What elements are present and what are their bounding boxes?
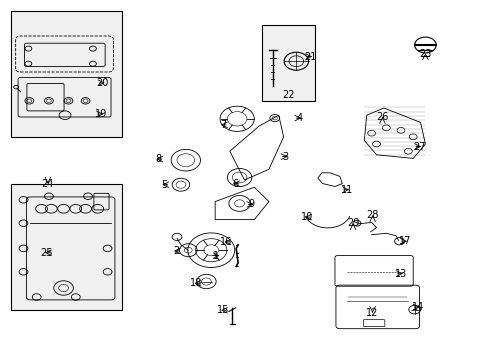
Text: 6: 6 [232, 179, 238, 189]
Text: 25: 25 [41, 248, 53, 258]
Text: 29: 29 [346, 218, 359, 228]
Text: 9: 9 [248, 199, 254, 210]
Text: 4: 4 [296, 113, 302, 123]
Text: 7: 7 [220, 120, 225, 130]
Text: 2: 2 [173, 246, 179, 256]
Text: 5: 5 [161, 180, 167, 190]
Text: 15: 15 [216, 305, 229, 315]
Bar [11, 184, 122, 310]
Text: 10: 10 [300, 212, 313, 222]
Text: 21: 21 [303, 51, 316, 62]
Text: 23: 23 [418, 49, 431, 59]
Text: 27: 27 [412, 141, 425, 152]
Text: 22: 22 [282, 90, 294, 100]
Text: 11: 11 [340, 185, 353, 195]
Text: 14: 14 [410, 302, 423, 312]
Text: 1: 1 [213, 251, 219, 261]
Text: 20: 20 [96, 78, 109, 88]
Text: 19: 19 [95, 109, 107, 119]
Text: 28: 28 [366, 210, 378, 220]
Text: 3: 3 [282, 152, 288, 162]
Text: 8: 8 [155, 154, 161, 164]
Text: 17: 17 [398, 236, 410, 246]
Text: 24: 24 [41, 179, 54, 189]
Text: 26: 26 [375, 112, 388, 122]
Text: 13: 13 [394, 269, 407, 279]
Bar [11, 11, 122, 137]
Bar [261, 25, 315, 101]
Text: 18: 18 [190, 278, 203, 288]
Text: 12: 12 [366, 308, 378, 318]
Text: 16: 16 [220, 237, 232, 247]
